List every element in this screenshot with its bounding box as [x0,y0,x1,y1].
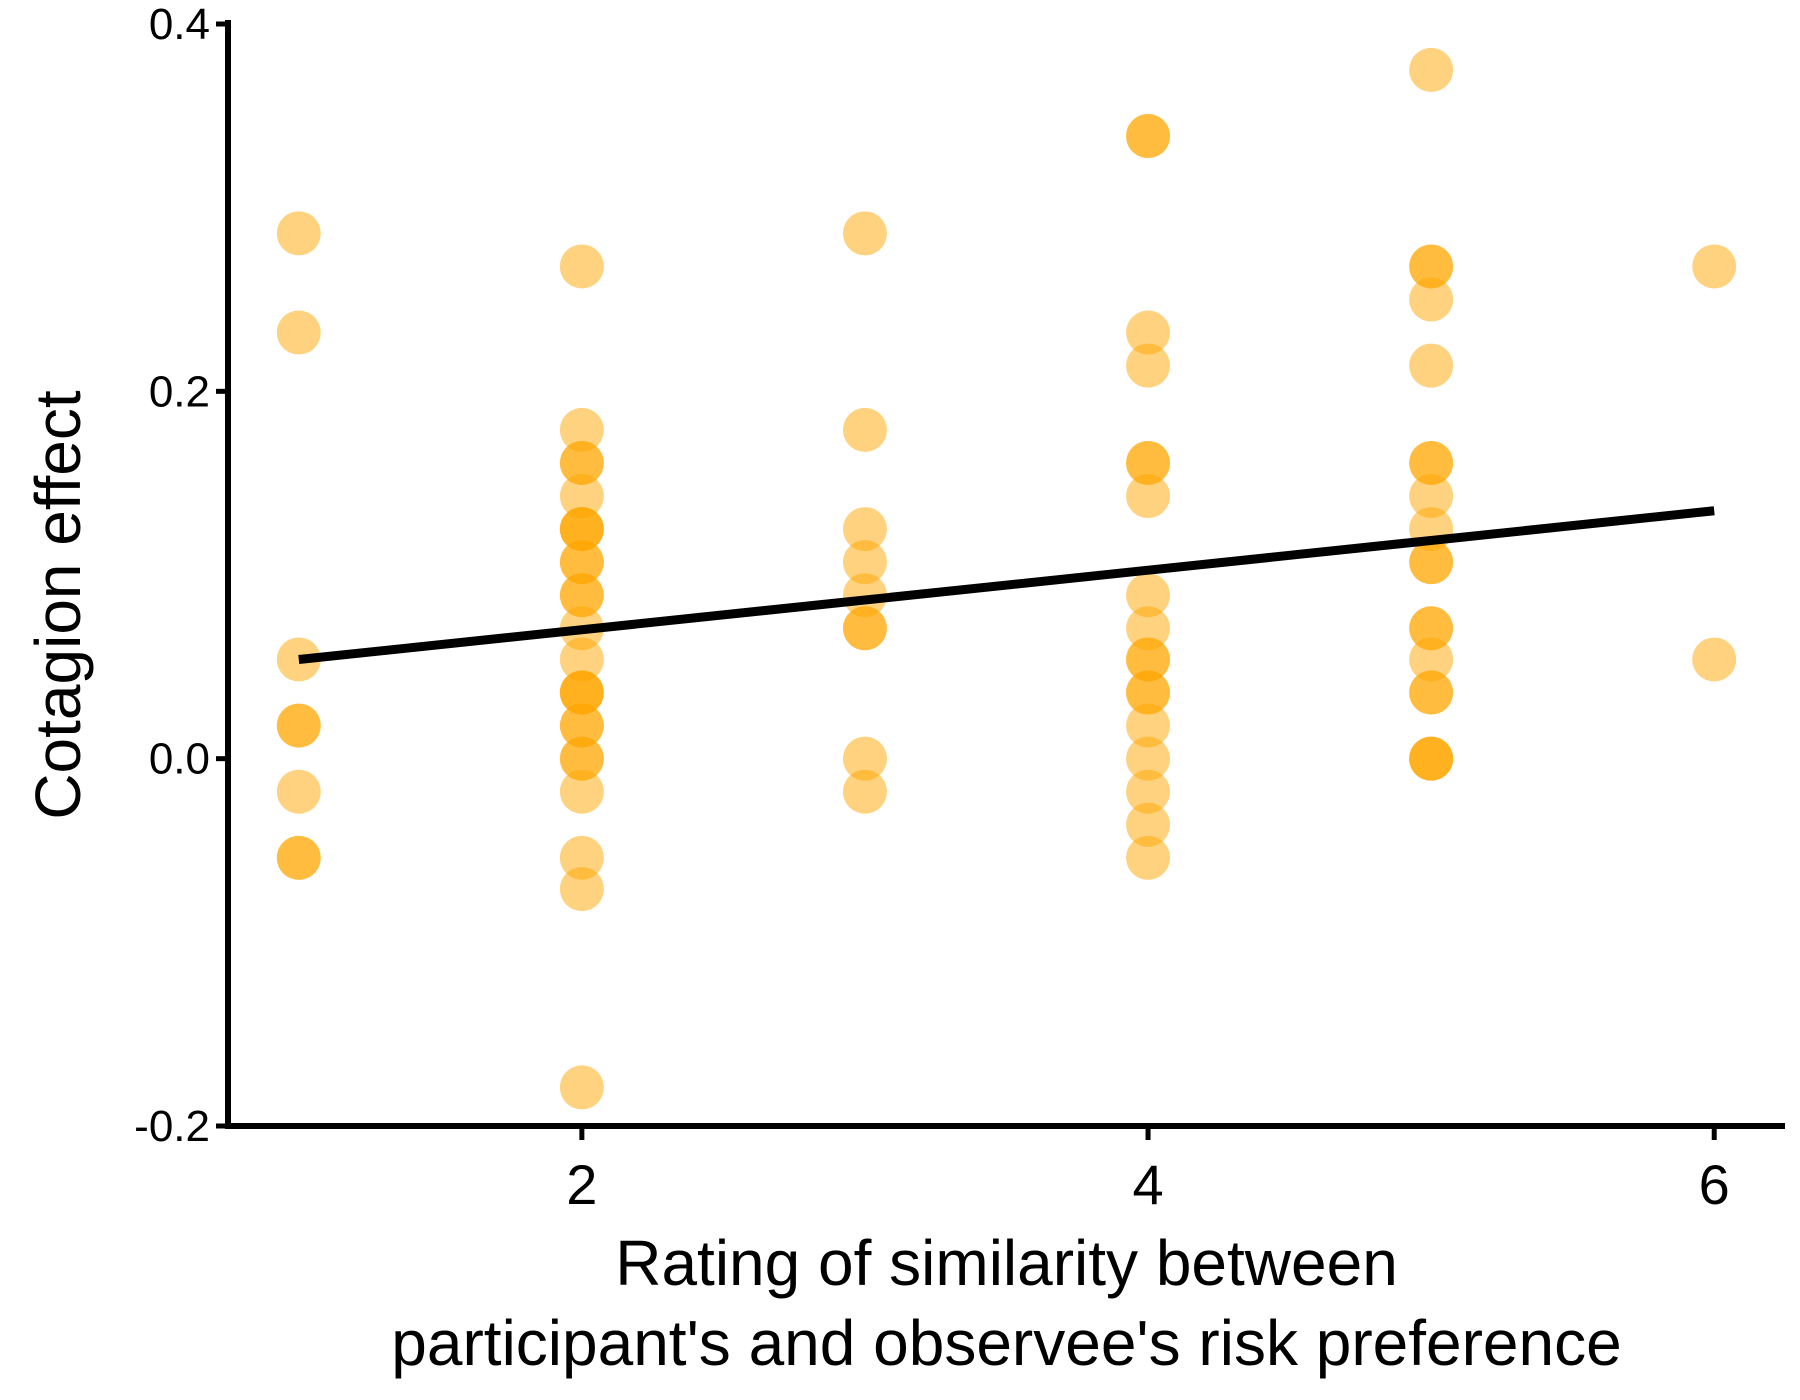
data-point [276,310,321,355]
data-point [559,573,604,618]
data-point [842,407,887,452]
data-point [1409,637,1454,682]
data-point [842,606,887,651]
x-tick-label: 6 [1699,1153,1730,1216]
data-point [559,670,604,715]
data-point [1126,670,1171,715]
data-point [559,637,604,682]
data-point [1126,343,1171,388]
regression-line [298,506,1715,664]
axes-layer: -0.2 0.0 0.2 0.4 2 4 6 [134,0,1785,1216]
y-tick-label: 0.4 [149,0,210,49]
data-point [1126,802,1171,847]
data-point [1409,440,1454,485]
data-point [1126,769,1171,814]
data-point [276,211,321,256]
data-point [842,573,887,618]
data-point [559,1065,604,1110]
data-point [842,769,887,814]
data-point [276,835,321,880]
data-point [1126,440,1171,485]
data-point [1126,835,1171,880]
data-point [559,867,604,912]
data-point [842,211,887,256]
data-point [559,474,604,519]
y-tick-label: 0.2 [149,367,210,416]
data-point [1409,606,1454,651]
y-tick-label: 0.0 [149,735,210,784]
data-point [1409,277,1454,322]
data-point [1409,736,1454,781]
y-tick-label: -0.2 [134,1102,210,1151]
data-point [1692,637,1737,682]
data-point [1126,310,1171,355]
x-axis-title: participant's and observee's risk prefer… [391,1307,1621,1379]
data-point [559,407,604,452]
fit-line-layer [298,506,1715,664]
data-point [559,540,604,585]
data-point [1692,244,1737,289]
data-point [1126,573,1171,618]
data-point [1126,703,1171,748]
data-point [559,769,604,814]
data-point [1126,637,1171,682]
data-point [1126,736,1171,781]
x-tick-label: 4 [1132,1153,1163,1216]
x-tick-label: 2 [566,1153,597,1216]
data-point [1126,114,1171,159]
data-point [1409,474,1454,519]
data-point [1126,474,1171,519]
data-point [1126,606,1171,651]
data-point [559,736,604,781]
data-point [559,244,604,289]
points-layer [276,47,1737,1110]
data-point [559,703,604,748]
data-point [1409,540,1454,585]
data-point [842,540,887,585]
data-point [559,440,604,485]
data-point [276,769,321,814]
data-point [1409,670,1454,715]
data-point [559,835,604,880]
data-point [1409,244,1454,289]
y-axis-title: Cotagion effect [22,390,94,820]
labels-layer: Rating of similarity between participant'… [22,390,1622,1379]
x-axis-title: Rating of similarity between [615,1227,1398,1299]
data-point [842,736,887,781]
data-point [1409,47,1454,92]
data-point [1409,343,1454,388]
data-point [842,507,887,552]
data-point [559,507,604,552]
data-point [276,703,321,748]
